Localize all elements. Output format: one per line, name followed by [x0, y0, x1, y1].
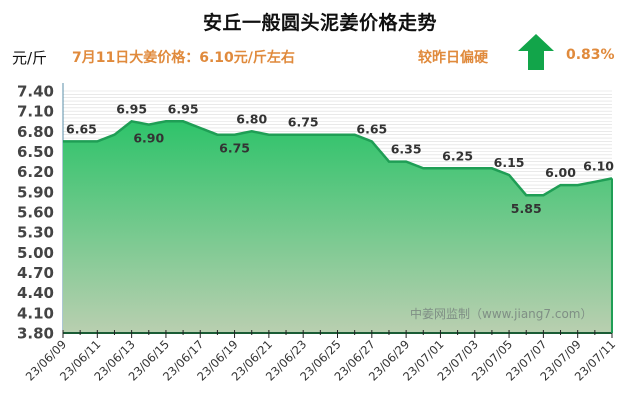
data-label: 6.25: [442, 148, 473, 163]
y-tick-label: 4.40: [17, 284, 54, 302]
price-line: [63, 119, 613, 197]
data-label: 6.80: [236, 111, 267, 126]
change-percent: 0.83%: [566, 47, 615, 63]
data-label: 6.00: [545, 165, 576, 180]
data-label: 6.95: [116, 101, 147, 116]
price-note: 7月11日大姜价格：6.10元/斤左右: [72, 50, 295, 66]
data-label: 6.75: [288, 115, 319, 130]
watermark: 中姜网监制（www.jiang7.com）: [410, 306, 592, 321]
data-label: 6.15: [494, 155, 525, 170]
up-arrow-icon: [518, 34, 554, 70]
y-tick-label: 7.10: [17, 103, 54, 121]
compare-label: 较昨日偏硬: [418, 50, 488, 66]
data-label: 6.90: [133, 131, 164, 146]
data-label: 6.65: [356, 121, 387, 136]
x-axis: 23/06/0923/06/1123/06/1323/06/1523/06/17…: [23, 330, 618, 384]
y-tick-label: 4.70: [17, 264, 54, 282]
chart-title: 安丘一般圆头泥姜价格走势: [202, 12, 437, 34]
y-tick-label: 5.60: [17, 204, 54, 222]
y-tick-label: 5.90: [17, 183, 54, 201]
y-tick-label: 3.80: [17, 325, 54, 343]
y-tick-label: 5.30: [17, 224, 54, 242]
y-tick-label: 6.80: [17, 123, 54, 141]
unit-label: 元/斤: [12, 49, 48, 67]
y-tick-label: 6.20: [17, 163, 54, 181]
data-label: 6.10: [583, 158, 614, 173]
data-label: 6.65: [66, 121, 97, 136]
data-label: 6.95: [168, 101, 199, 116]
data-label: 6.35: [391, 142, 422, 157]
y-tick-label: 5.00: [17, 244, 54, 262]
price-area-fill: [63, 121, 612, 333]
data-label: 6.75: [219, 141, 250, 156]
y-tick-label: 6.50: [17, 143, 54, 161]
data-label: 5.85: [511, 201, 542, 216]
data-labels: 6.65 6.95 6.90 6.95 6.75 6.80 6.75 6.65 6.35 6.25…: [66, 101, 614, 333]
y-axis: 7.40 7.10 6.80 6.50 6.20 5.90 5.60 5.30 5.00 4.70…: [17, 83, 64, 343]
y-tick-label: 4.10: [17, 304, 54, 322]
y-tick-label: 7.40: [17, 83, 54, 101]
